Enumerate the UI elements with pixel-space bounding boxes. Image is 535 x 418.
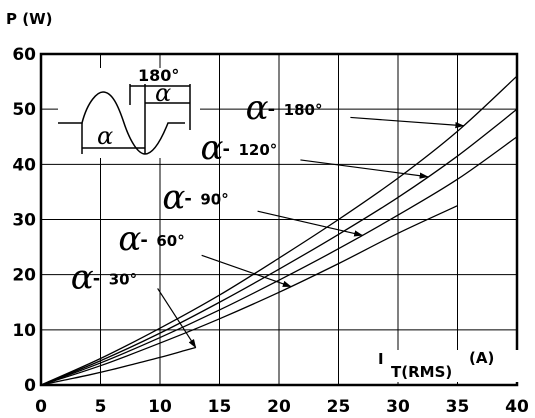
inset-label-alpha-left: α xyxy=(97,122,113,150)
annotation-alpha-2: α xyxy=(162,177,185,217)
y-tick-label: 10 xyxy=(12,321,36,341)
annotation-arrow-3 xyxy=(300,159,429,179)
sine-waveform xyxy=(58,91,185,155)
annotation-alpha-3: α xyxy=(200,128,223,168)
y-axis-label: P (W) xyxy=(6,10,52,28)
y-tick-label: 40 xyxy=(12,155,36,175)
y-tick-label: 50 xyxy=(12,100,36,120)
x-axis-label-subscript: T(RMS) xyxy=(391,363,452,381)
plot-frame xyxy=(39,52,519,387)
x-tick-label: 25 xyxy=(327,397,351,417)
annotation-dash-4: - xyxy=(268,99,275,120)
x-tick-label: 0 xyxy=(35,397,47,417)
x-tick-label: 10 xyxy=(148,397,172,417)
series-line-0 xyxy=(40,346,196,386)
annotation-arrow-0 xyxy=(157,288,197,349)
y-tick-label: 30 xyxy=(12,211,36,231)
x-tick-label: 35 xyxy=(446,397,470,417)
y-tick-label: 60 xyxy=(12,45,36,65)
tick-labels: 0 5 10 15 20 25 30 35 40 0 10 20 30 40 50 60 xyxy=(12,45,529,417)
annotation-value-1: 60° xyxy=(156,232,184,250)
annotation-dash-3: - xyxy=(222,139,229,160)
annotation-alpha-0: α xyxy=(71,257,94,297)
curve-annotations: α -30°α -60°α -90°α -120°α -180° xyxy=(71,88,465,349)
series-line-3 xyxy=(40,108,518,386)
series-lines xyxy=(40,75,518,386)
annotation-alpha-1: α xyxy=(118,219,141,259)
series-line-1 xyxy=(40,205,458,386)
series-line-2 xyxy=(40,136,518,386)
annotation-alpha-4: α xyxy=(246,88,269,128)
x-axis-label-unit: (A) xyxy=(469,349,494,367)
y-tick-label: 20 xyxy=(12,266,36,286)
inset-label-180: 180° xyxy=(138,66,179,85)
annotation-value-4: 180° xyxy=(284,101,323,119)
x-tick-label: 30 xyxy=(386,397,410,417)
x-tick-label: 20 xyxy=(267,397,291,417)
x-tick-label: 40 xyxy=(505,397,529,417)
inset-label-alpha-right: α xyxy=(155,79,171,107)
series-line-4 xyxy=(40,75,518,386)
annotation-dash-0: - xyxy=(93,268,100,289)
annotation-value-0: 30° xyxy=(109,270,137,288)
x-axis-label: I T(RMS) (A) xyxy=(370,349,520,382)
annotation-arrow-2 xyxy=(257,210,364,237)
annotation-value-2: 90° xyxy=(200,190,228,208)
y-tick-label: 0 xyxy=(24,376,36,396)
conduction-angle-inset: 180° α α xyxy=(58,66,200,158)
annotation-arrow-1 xyxy=(201,254,292,288)
x-axis-label-main: I xyxy=(378,350,384,368)
x-tick-label: 15 xyxy=(208,397,232,417)
annotation-dash-1: - xyxy=(140,230,147,251)
x-tick-label: 5 xyxy=(95,397,107,417)
annotation-arrow-4 xyxy=(350,116,465,129)
annotation-dash-2: - xyxy=(184,188,191,209)
annotation-value-3: 120° xyxy=(238,141,277,159)
